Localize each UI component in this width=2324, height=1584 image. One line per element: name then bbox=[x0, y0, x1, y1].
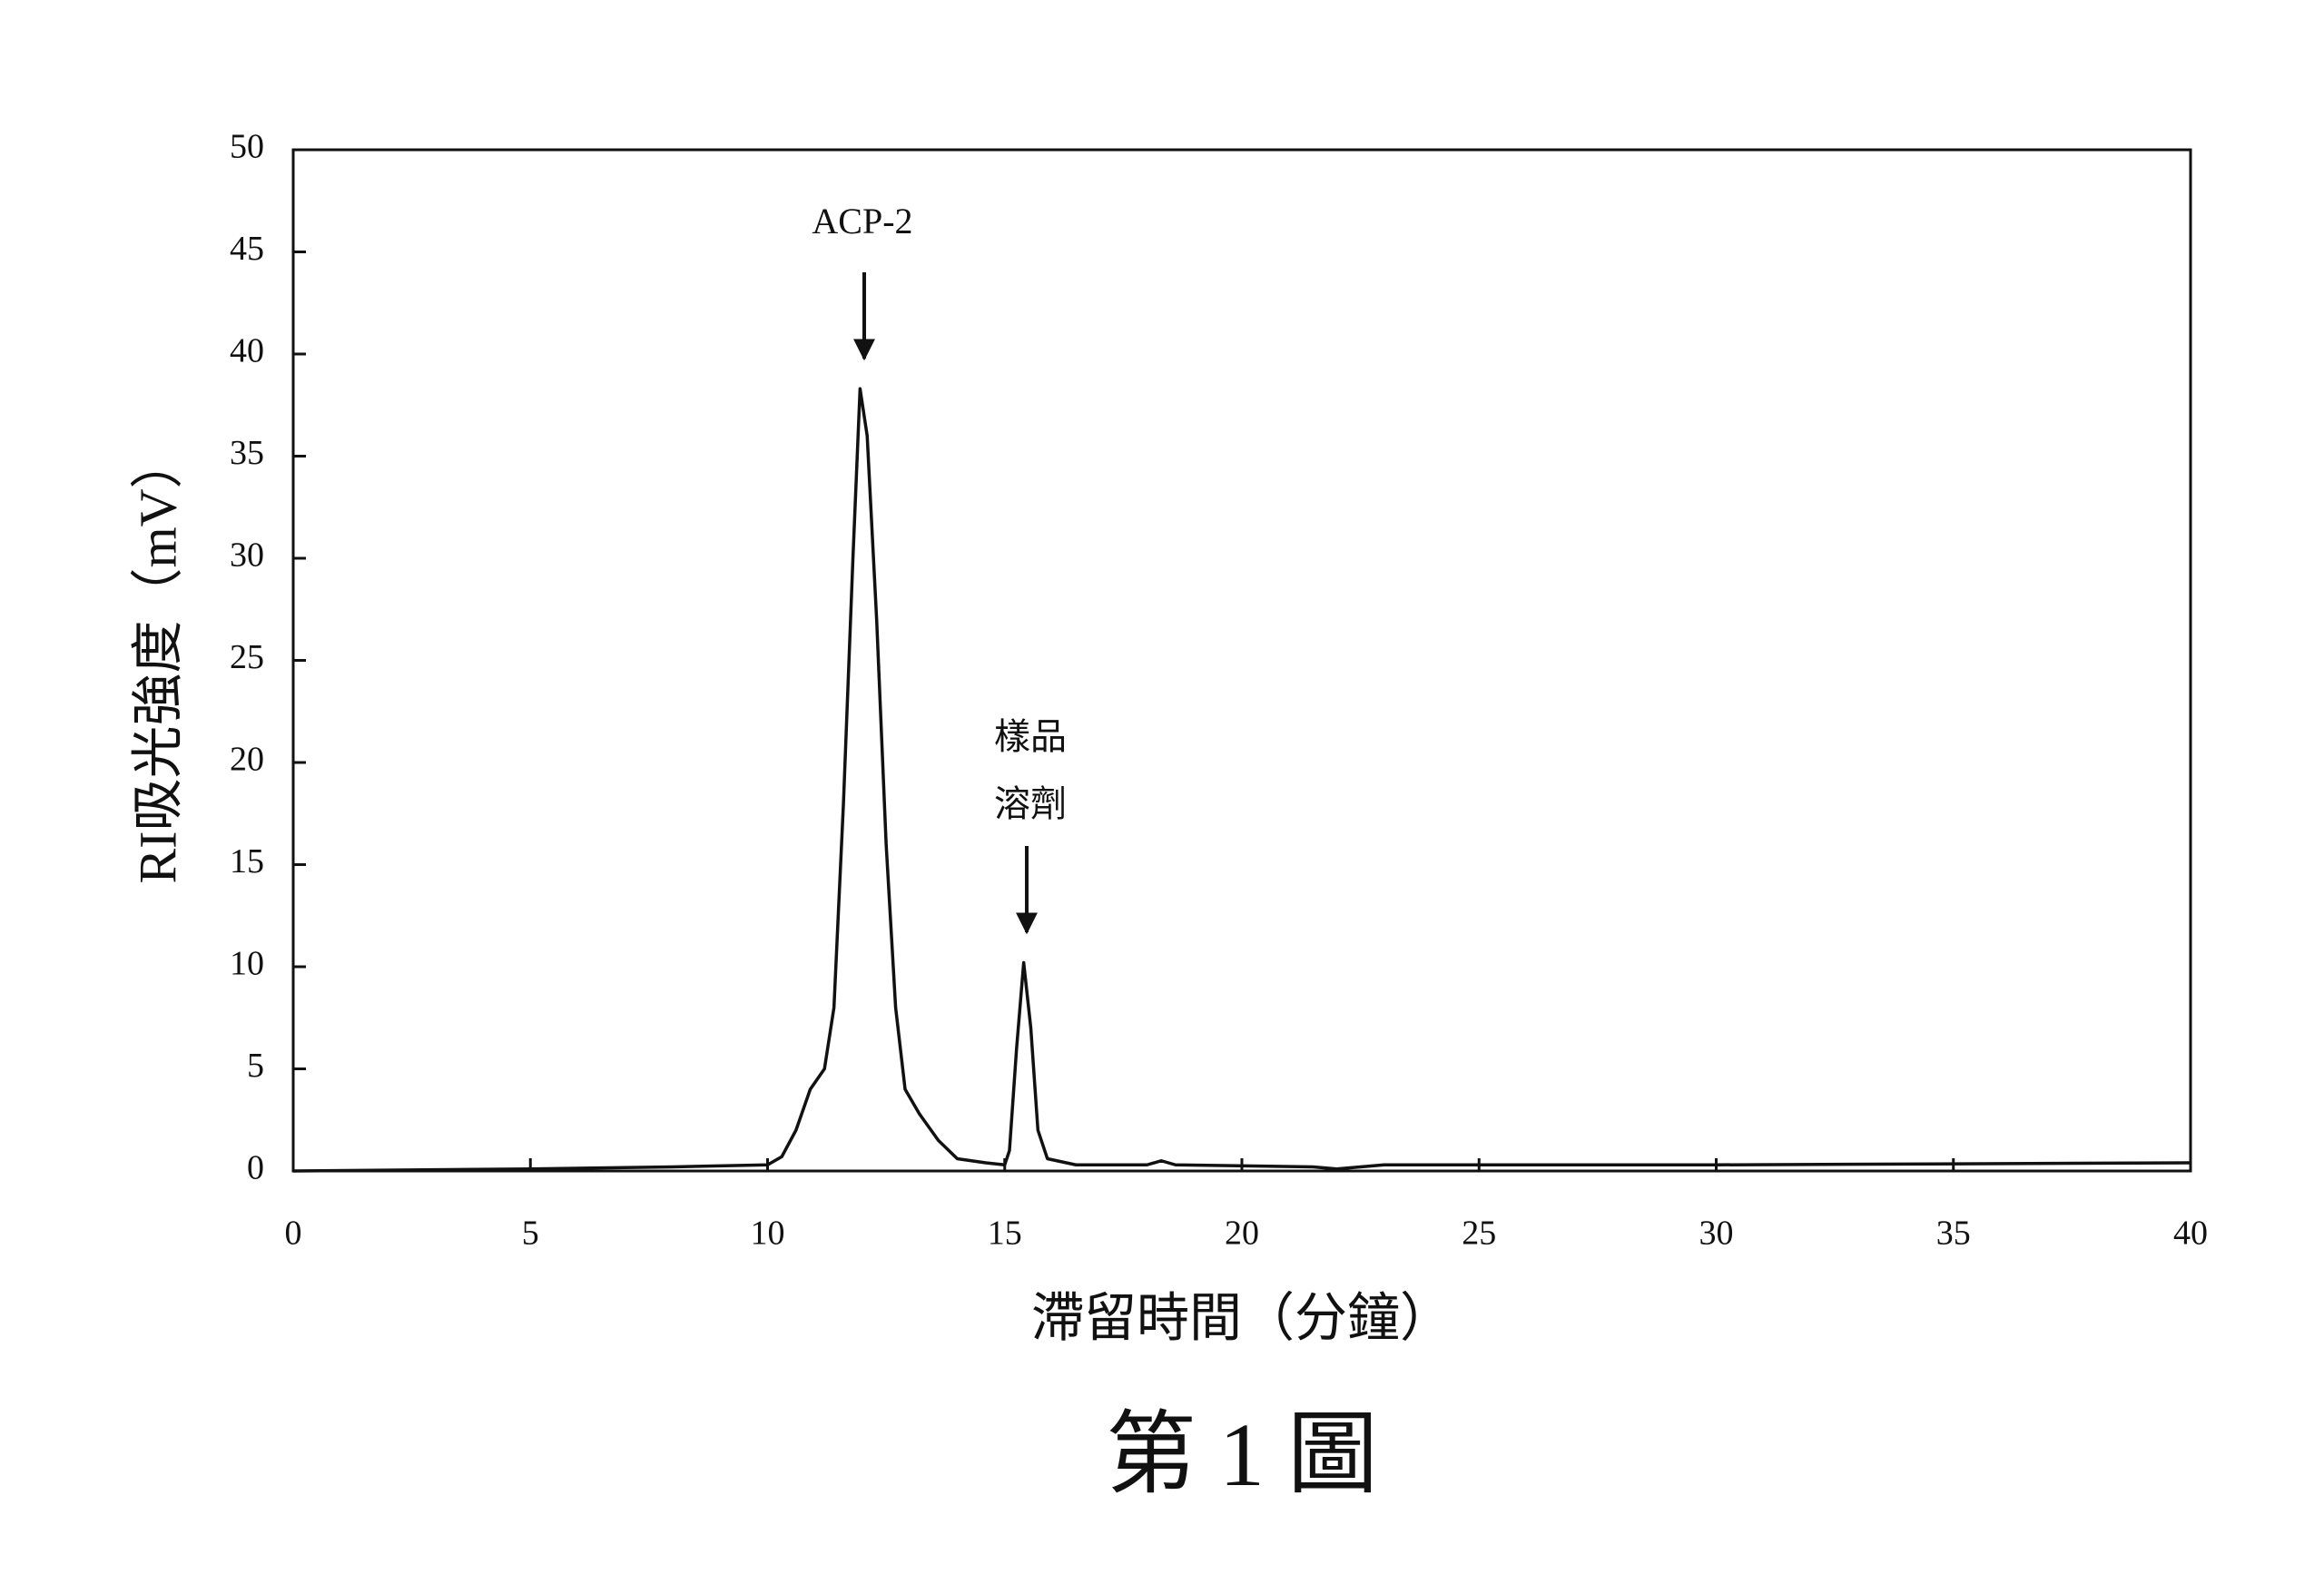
x-tick-label: 5 bbox=[522, 1215, 539, 1253]
y-tick-label: 10 bbox=[230, 945, 264, 983]
x-tick-label: 35 bbox=[1936, 1215, 1971, 1253]
figure-caption: 第 1 圖 bbox=[1106, 1404, 1378, 1505]
x-tick-label: 40 bbox=[2173, 1215, 2208, 1253]
plot-frame bbox=[291, 148, 2192, 1173]
y-tick-label: 0 bbox=[247, 1149, 264, 1187]
y-tick-label: 15 bbox=[230, 842, 264, 881]
y-tick-label: 25 bbox=[230, 638, 264, 676]
y-tick-label: 50 bbox=[230, 128, 264, 166]
y-tick-label: 40 bbox=[230, 332, 264, 370]
y-tick-label: 35 bbox=[230, 434, 264, 472]
y-tick-label: 45 bbox=[230, 230, 264, 268]
x-tick-label: 30 bbox=[1699, 1215, 1734, 1253]
x-tick-label: 0 bbox=[285, 1215, 302, 1253]
annotation: 溶劑 bbox=[994, 783, 1067, 824]
annotation: ACP-2 bbox=[812, 201, 912, 241]
annotation: 樣品 bbox=[994, 716, 1067, 757]
x-tick-label: 10 bbox=[751, 1215, 785, 1253]
x-tick-label: 15 bbox=[988, 1215, 1022, 1253]
chromatogram-line bbox=[292, 387, 2191, 1173]
x-axis-title: 滯留時間（分鐘） bbox=[1031, 1288, 1452, 1347]
y-tick-label: 20 bbox=[230, 741, 264, 779]
y-axis-title: RI吸光強度（mV） bbox=[128, 436, 187, 883]
x-tick-label: 25 bbox=[1462, 1215, 1496, 1253]
y-tick-label: 5 bbox=[247, 1047, 264, 1085]
x-tick-label: 20 bbox=[1225, 1215, 1259, 1253]
y-tick-label: 30 bbox=[230, 536, 264, 575]
